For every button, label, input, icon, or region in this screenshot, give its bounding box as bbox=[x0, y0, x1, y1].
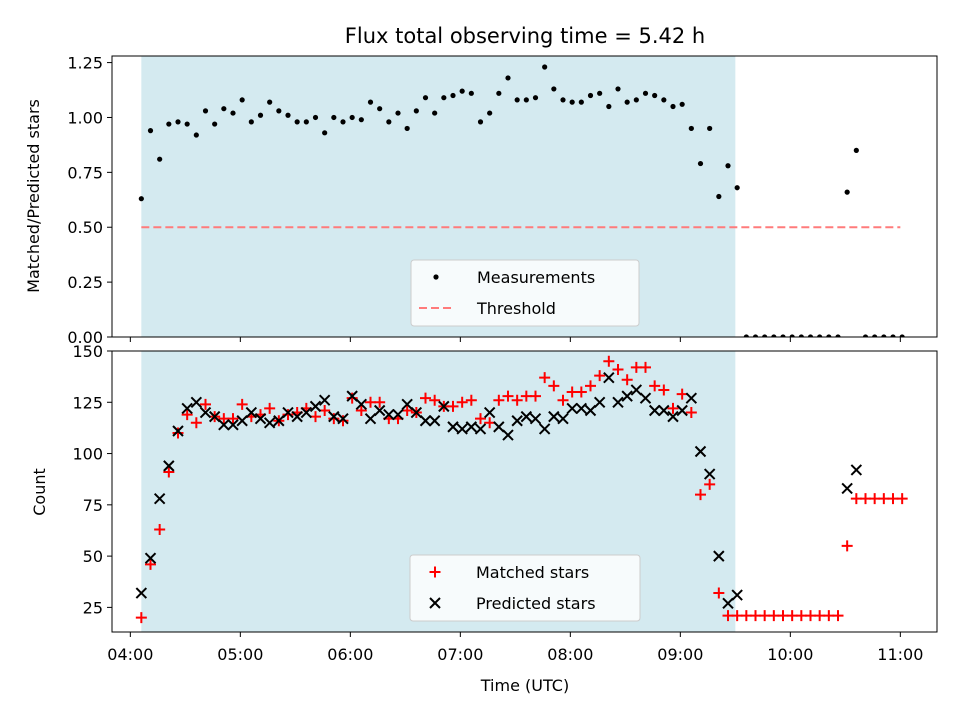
data-point bbox=[395, 110, 400, 115]
data-point bbox=[689, 126, 694, 131]
data-point bbox=[725, 163, 730, 168]
legend: Measurements Threshold bbox=[411, 260, 639, 326]
data-point bbox=[606, 104, 611, 109]
data-point bbox=[359, 117, 364, 122]
data-point bbox=[588, 93, 593, 98]
y-tick-label: 0.25 bbox=[67, 273, 103, 292]
data-point bbox=[478, 119, 483, 124]
data-point bbox=[267, 100, 272, 105]
data-point bbox=[735, 185, 740, 190]
data-point bbox=[579, 100, 584, 105]
data-point bbox=[405, 126, 410, 131]
legend-marker bbox=[433, 274, 438, 279]
data-point bbox=[450, 93, 455, 98]
data-point bbox=[845, 190, 850, 195]
data-point bbox=[670, 104, 675, 109]
top-y-axis-label: Matched/Predicted stars bbox=[24, 99, 43, 293]
x-tick-label: 05:00 bbox=[217, 645, 263, 664]
data-point bbox=[542, 64, 547, 69]
data-point bbox=[441, 95, 446, 100]
x-tick-label: 11:00 bbox=[877, 645, 923, 664]
data-point bbox=[185, 121, 190, 126]
data-point bbox=[643, 91, 648, 96]
data-point bbox=[258, 113, 263, 118]
data-point bbox=[194, 132, 199, 137]
y-tick-label: 0.50 bbox=[67, 218, 103, 237]
y-tick-label: 75 bbox=[83, 496, 103, 515]
data-point bbox=[423, 95, 428, 100]
data-point bbox=[680, 102, 685, 107]
bottom-y-axis-label: Count bbox=[30, 468, 49, 516]
data-point bbox=[249, 119, 254, 124]
data-point bbox=[175, 119, 180, 124]
y-tick-label: 100 bbox=[72, 445, 103, 464]
x-axis-label: Time (UTC) bbox=[480, 676, 569, 695]
data-point bbox=[203, 108, 208, 113]
data-point bbox=[340, 119, 345, 124]
data-point bbox=[350, 115, 355, 120]
data-point bbox=[295, 119, 300, 124]
x-tick-label: 08:00 bbox=[547, 645, 593, 664]
data-point bbox=[414, 108, 419, 113]
y-tick-label: 1.00 bbox=[67, 108, 103, 127]
data-point bbox=[854, 148, 859, 153]
figure: Flux total observing time = 5.42 h Match… bbox=[0, 0, 960, 720]
x-tick-label: 10:00 bbox=[767, 645, 813, 664]
data-point bbox=[615, 86, 620, 91]
data-point bbox=[661, 97, 666, 102]
data-point bbox=[368, 100, 373, 105]
data-point bbox=[707, 126, 712, 131]
data-point bbox=[698, 161, 703, 166]
x-tick-label: 07:00 bbox=[437, 645, 483, 664]
legend-label: Measurements bbox=[477, 268, 595, 287]
data-point bbox=[240, 97, 245, 102]
data-point bbox=[560, 97, 565, 102]
data-point bbox=[496, 91, 501, 96]
data-point bbox=[313, 115, 318, 120]
data-point bbox=[377, 106, 382, 111]
y-tick-label: 25 bbox=[83, 598, 103, 617]
data-point bbox=[212, 121, 217, 126]
data-point bbox=[386, 119, 391, 124]
data-point bbox=[597, 91, 602, 96]
data-point bbox=[139, 196, 144, 201]
data-point bbox=[166, 121, 171, 126]
data-point bbox=[533, 95, 538, 100]
data-point bbox=[221, 106, 226, 111]
data-point bbox=[716, 194, 721, 199]
chart-title: Flux total observing time = 5.42 h bbox=[345, 24, 705, 48]
x-tick-label: 04:00 bbox=[107, 645, 153, 664]
data-point bbox=[304, 119, 309, 124]
data-point bbox=[570, 100, 575, 105]
data-point bbox=[276, 108, 281, 113]
x-tick-label: 09:00 bbox=[657, 645, 703, 664]
y-tick-label: 0.75 bbox=[67, 163, 103, 182]
data-point bbox=[505, 75, 510, 80]
data-point bbox=[230, 110, 235, 115]
data-point bbox=[515, 97, 520, 102]
data-point bbox=[322, 130, 327, 135]
data-point bbox=[652, 93, 657, 98]
data-point bbox=[285, 113, 290, 118]
data-point bbox=[524, 97, 529, 102]
data-point bbox=[469, 91, 474, 96]
x-tick-label: 06:00 bbox=[327, 645, 373, 664]
legend-label: Threshold bbox=[476, 299, 556, 318]
y-tick-label: 150 bbox=[72, 342, 103, 361]
data-point bbox=[634, 97, 639, 102]
data-point bbox=[157, 157, 162, 162]
legend-label: Predicted stars bbox=[476, 594, 596, 613]
data-point bbox=[148, 128, 153, 133]
legend-label: Matched stars bbox=[476, 563, 589, 582]
legend: Matched stars Predicted stars bbox=[410, 555, 640, 621]
data-point bbox=[487, 110, 492, 115]
data-point bbox=[460, 89, 465, 94]
y-tick-label: 1.25 bbox=[67, 54, 103, 73]
data-point bbox=[432, 110, 437, 115]
data-point bbox=[625, 100, 630, 105]
data-point bbox=[551, 86, 556, 91]
y-tick-label: 125 bbox=[72, 393, 103, 412]
y-tick-label: 50 bbox=[83, 547, 103, 566]
data-point bbox=[331, 115, 336, 120]
